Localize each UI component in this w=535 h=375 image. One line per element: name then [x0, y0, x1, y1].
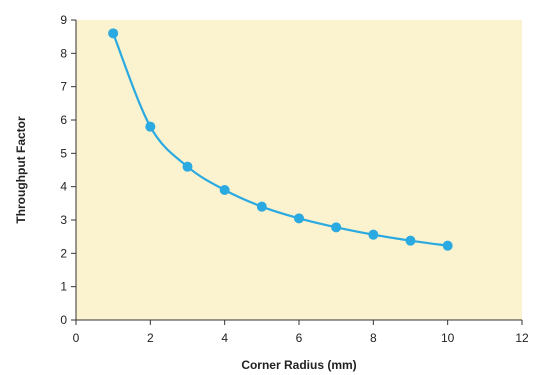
- data-point: [405, 235, 416, 246]
- x-tick-label: 12: [515, 331, 529, 345]
- y-tick-label: 0: [60, 313, 67, 327]
- y-tick-label: 4: [60, 180, 67, 194]
- x-axis-ticks: 0 2 4 6 8 10 12: [73, 320, 529, 345]
- data-point: [368, 229, 379, 240]
- data-point: [219, 185, 230, 195]
- y-tick-label: 9: [60, 13, 67, 27]
- plot-area: [76, 20, 522, 320]
- y-tick-label: 8: [60, 46, 67, 60]
- data-point: [145, 121, 156, 132]
- data-point: [442, 240, 453, 251]
- y-tick-label: 2: [60, 246, 67, 260]
- y-axis-title: Throughput Factor: [14, 116, 28, 224]
- data-point: [294, 213, 304, 224]
- y-tick-label: 3: [60, 213, 67, 227]
- y-tick-label: 1: [60, 280, 67, 294]
- x-tick-label: 4: [221, 331, 228, 345]
- x-tick-label: 2: [147, 331, 154, 345]
- data-point: [331, 222, 342, 233]
- y-tick-label: 7: [60, 80, 67, 94]
- x-tick-label: 0: [73, 331, 80, 345]
- data-point: [108, 28, 119, 39]
- y-axis-ticks: 0 1 2 3 4 5 6 7 8 9: [60, 13, 76, 327]
- x-tick-label: 6: [296, 331, 303, 345]
- y-tick-label: 5: [60, 146, 67, 160]
- series-points: [108, 28, 453, 251]
- x-tick-label: 8: [370, 331, 377, 345]
- y-tick-label: 6: [60, 113, 67, 127]
- x-tick-label: 10: [441, 331, 455, 345]
- data-point: [256, 201, 267, 212]
- x-axis-title: Corner Radius (mm): [241, 358, 356, 372]
- data-point: [182, 161, 193, 172]
- series-line: [112, 32, 448, 247]
